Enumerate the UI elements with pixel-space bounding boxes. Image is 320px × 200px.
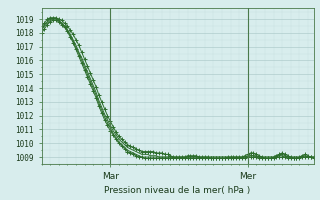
X-axis label: Pression niveau de la mer( hPa ): Pression niveau de la mer( hPa ) [104, 186, 251, 195]
